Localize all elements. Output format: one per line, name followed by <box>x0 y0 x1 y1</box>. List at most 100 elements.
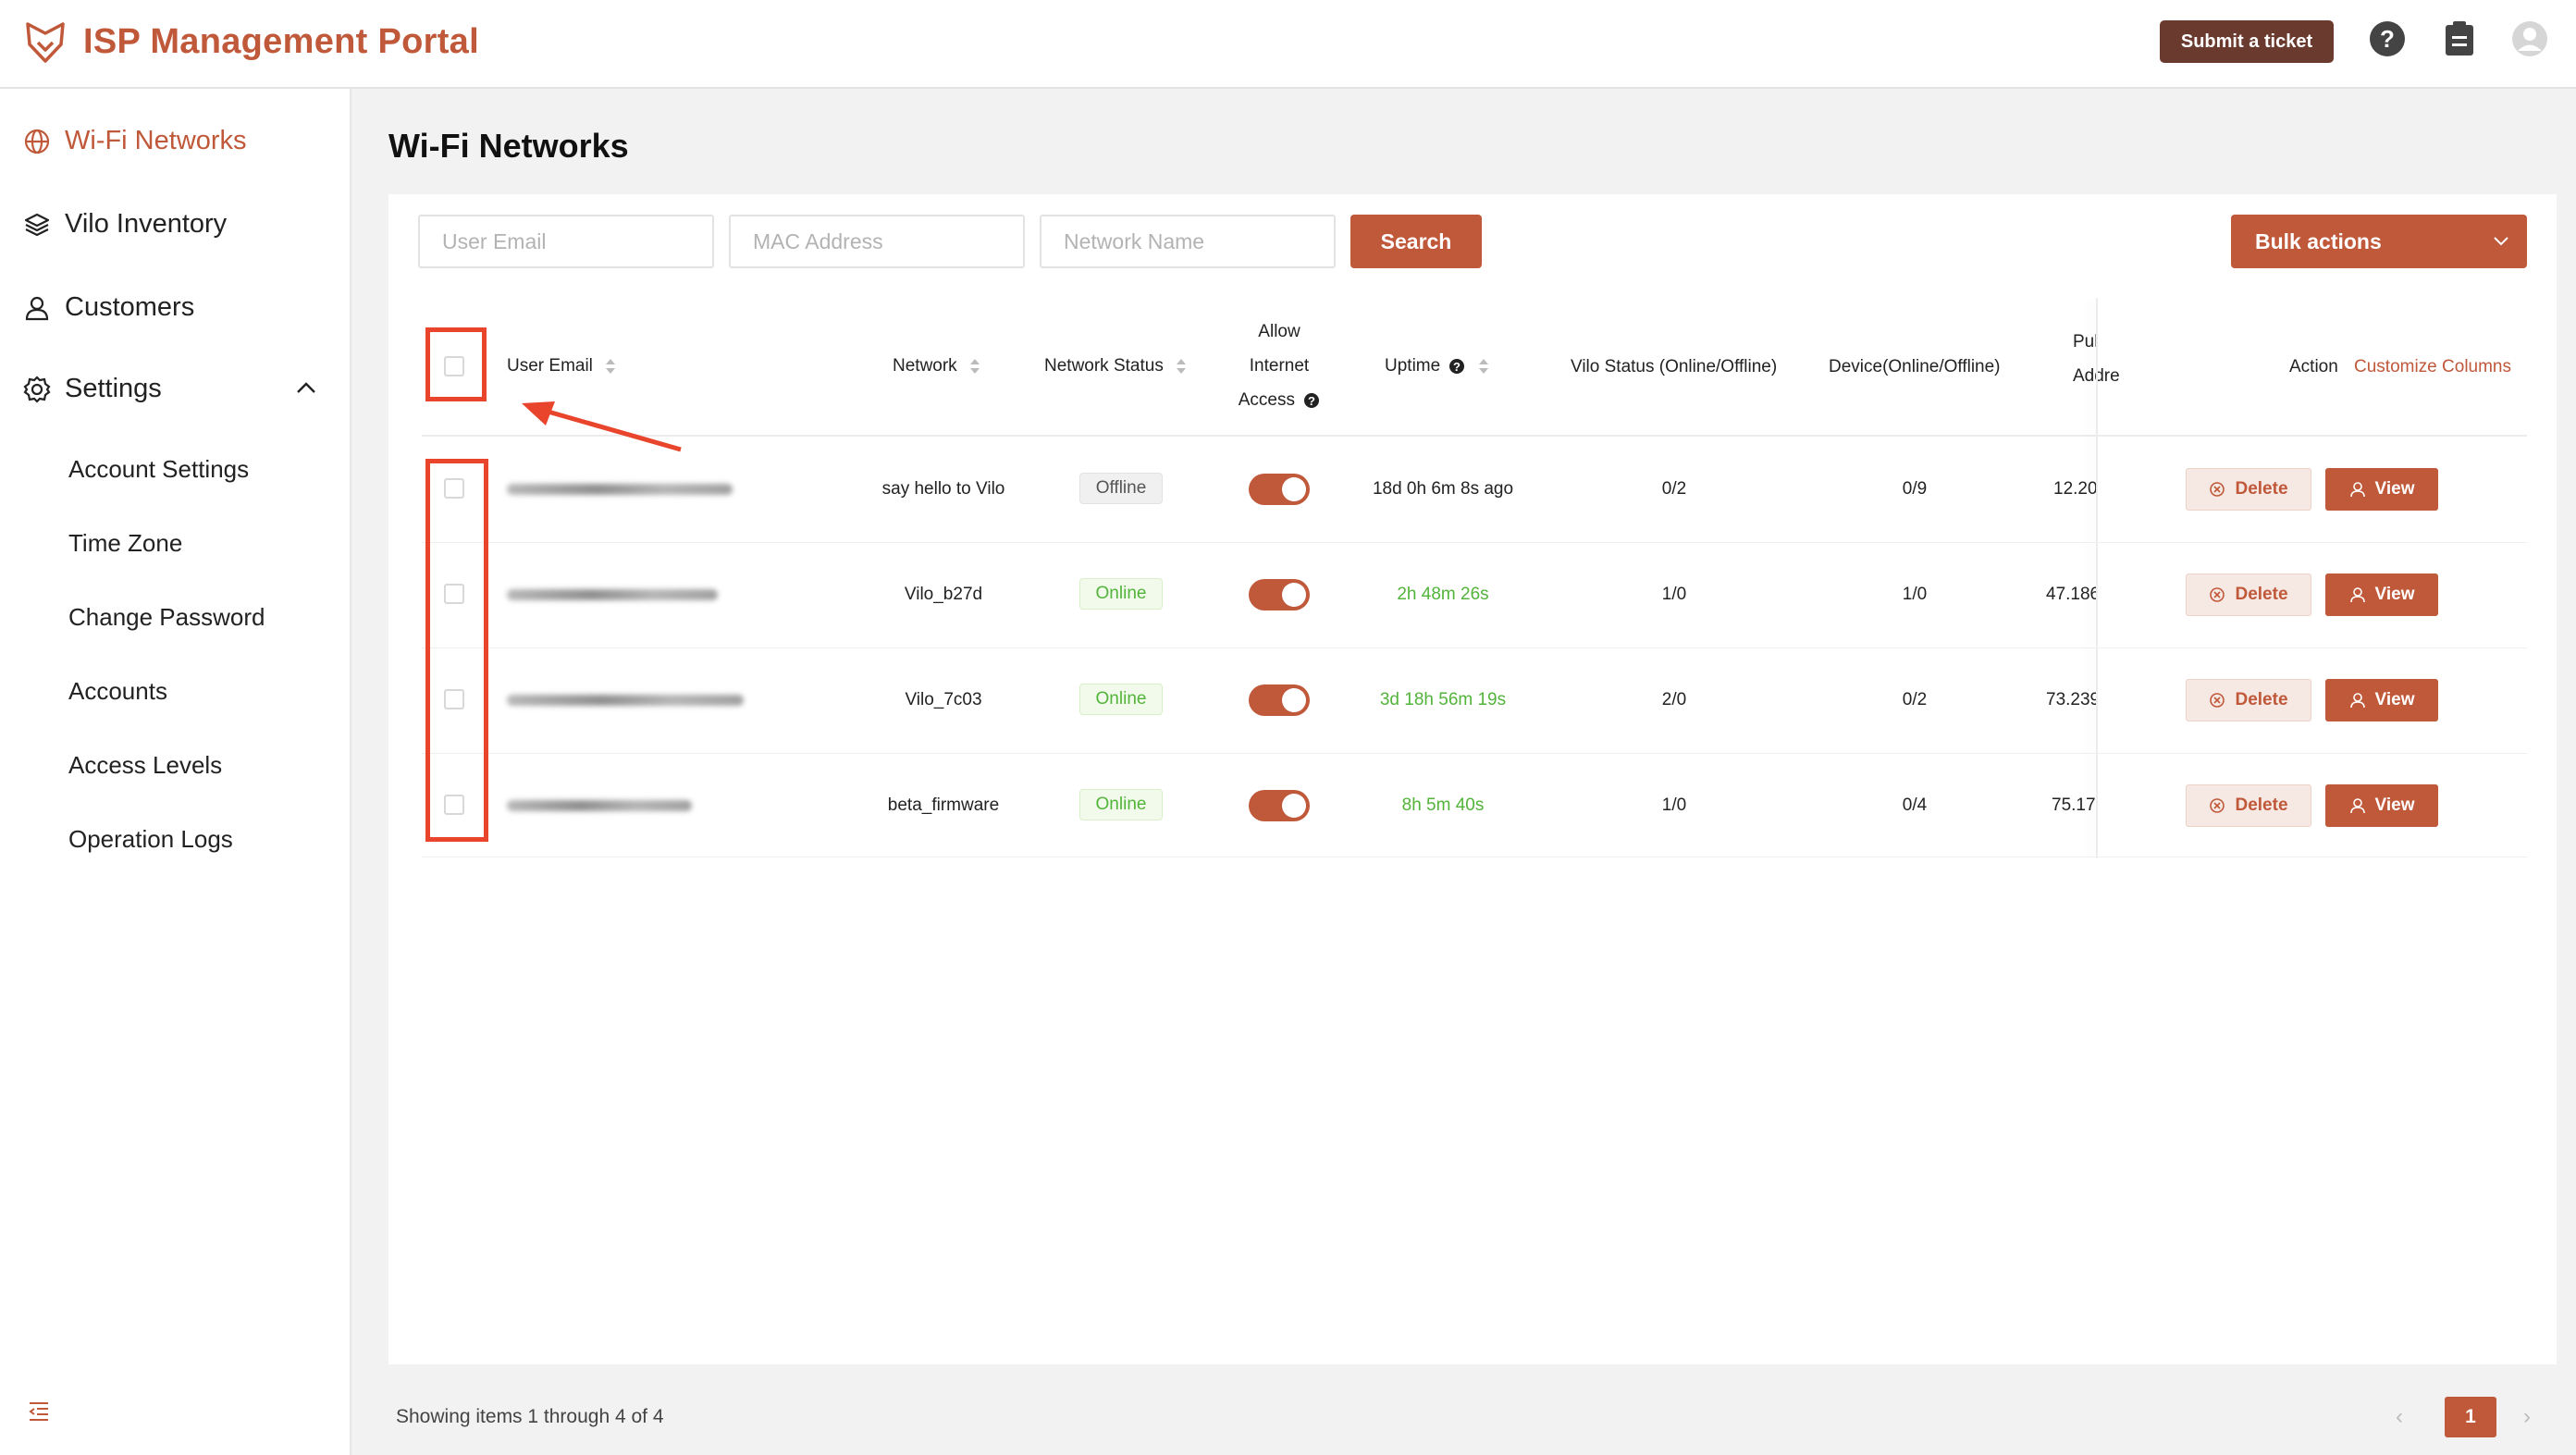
page-button-current[interactable]: 1 <box>2445 1397 2496 1437</box>
user-email-input[interactable] <box>418 215 714 268</box>
delete-circle-icon <box>2210 587 2225 602</box>
vilo-status: 1/0 <box>1661 795 1687 815</box>
allow-access-toggle[interactable] <box>1249 579 1310 610</box>
allow-access-toggle[interactable] <box>1249 474 1310 505</box>
sort-icon[interactable] <box>1176 356 1187 376</box>
toggle-knob <box>1282 477 1306 501</box>
gear-icon <box>22 375 52 404</box>
header-network-status[interactable]: Network Status <box>1044 349 1187 383</box>
network-name-input[interactable] <box>1040 215 1336 268</box>
collapse-menu-icon[interactable] <box>26 1399 52 1424</box>
submit-ticket-button[interactable]: Submit a ticket <box>2160 20 2334 63</box>
annotation-arrow-icon <box>522 401 682 452</box>
user-email-blurred <box>507 484 733 495</box>
view-label: View <box>2374 795 2415 815</box>
sidebar-item-settings[interactable]: Settings <box>22 374 318 404</box>
sort-icon[interactable] <box>969 356 980 376</box>
user-email-blurred <box>507 589 718 600</box>
app-title: ISP Management Portal <box>83 21 479 61</box>
toggle-knob <box>1282 583 1306 607</box>
status-badge: Online <box>1079 789 1163 820</box>
header-divider <box>422 435 2527 437</box>
select-all-checkbox[interactable] <box>444 356 464 376</box>
uptime: 2h 48m 26s <box>1397 585 1489 604</box>
row-checkbox[interactable] <box>444 689 464 709</box>
delete-label: Delete <box>2235 690 2288 709</box>
view-button[interactable]: View <box>2325 784 2438 827</box>
network-name: say hello to Vilo <box>881 479 1005 499</box>
annotation-highlight-row-checkboxes <box>425 459 488 842</box>
delete-button[interactable]: Delete <box>2186 468 2311 511</box>
delete-button[interactable]: Delete <box>2186 679 2311 721</box>
chevron-down-icon <box>2494 237 2508 246</box>
clipboard-icon[interactable] <box>2439 18 2480 59</box>
user-icon <box>2349 587 2365 603</box>
vilo-status: 2/0 <box>1661 690 1687 709</box>
delete-button[interactable]: Delete <box>2186 784 2311 827</box>
allow-access-toggle[interactable] <box>1249 790 1310 821</box>
public-ip: 47.186 <box>2046 585 2096 604</box>
sidebar-item-operation-logs[interactable]: Operation Logs <box>68 825 233 853</box>
sidebar-item-label: Customers <box>65 292 195 322</box>
bulk-actions-label: Bulk actions <box>2255 228 2382 253</box>
svg-text:?: ? <box>1453 360 1461 374</box>
bulk-actions-dropdown[interactable]: Bulk actions <box>2231 215 2527 268</box>
search-button[interactable]: Search <box>1350 215 1482 268</box>
vilo-status: 1/0 <box>1661 585 1687 604</box>
view-button[interactable]: View <box>2325 468 2438 511</box>
user-icon <box>2349 798 2365 814</box>
header-network[interactable]: Network <box>893 349 980 383</box>
device-status: 0/9 <box>1902 479 1928 499</box>
delete-button[interactable]: Delete <box>2186 573 2311 616</box>
vilo-status: 0/2 <box>1661 479 1687 499</box>
sort-icon[interactable] <box>1478 356 1489 376</box>
sort-icon[interactable] <box>605 356 616 376</box>
row-checkbox[interactable] <box>444 795 464 815</box>
prev-page-icon[interactable]: ‹ <box>2396 1404 2403 1429</box>
sidebar-item-wifi-networks[interactable]: Wi-Fi Networks <box>22 126 247 156</box>
delete-circle-icon <box>2210 482 2225 497</box>
pagination-summary: Showing items 1 through 4 of 4 <box>396 1406 664 1427</box>
logo[interactable]: ISP Management Portal <box>22 18 479 65</box>
delete-circle-icon <box>2210 693 2225 708</box>
allow-access-line: Access ? <box>1202 383 1356 417</box>
sidebar-item-customers[interactable]: Customers <box>22 292 194 323</box>
sidebar-item-vilo-inventory[interactable]: Vilo Inventory <box>22 209 227 240</box>
uptime: 18d 0h 6m 8s ago <box>1372 479 1514 499</box>
row-checkbox[interactable] <box>444 478 464 499</box>
network-name: Vilo_7c03 <box>905 690 982 709</box>
public-ip: 75.17: <box>2052 795 2096 815</box>
networks-card <box>388 194 2557 1364</box>
header-user-email[interactable]: User Email <box>507 349 616 383</box>
view-button[interactable]: View <box>2325 679 2438 721</box>
uptime: 8h 5m 40s <box>1401 795 1485 815</box>
view-button[interactable]: View <box>2325 573 2438 616</box>
header-uptime[interactable]: Uptime ? <box>1385 349 1489 383</box>
view-label: View <box>2374 690 2415 709</box>
info-icon[interactable]: ? <box>1303 392 1320 409</box>
info-icon[interactable]: ? <box>1448 358 1465 375</box>
status-badge: Offline <box>1079 473 1163 504</box>
delete-label: Delete <box>2235 795 2288 815</box>
layers-icon <box>22 210 52 240</box>
sidebar-item-time-zone[interactable]: Time Zone <box>68 529 183 557</box>
row-checkbox[interactable] <box>444 584 464 604</box>
chevron-up-icon[interactable] <box>296 381 316 394</box>
next-page-icon[interactable]: › <box>2523 1404 2531 1429</box>
toggle-knob <box>1282 688 1306 712</box>
help-icon[interactable]: ? <box>2367 18 2408 59</box>
row-divider <box>422 542 2527 543</box>
status-badge: Online <box>1079 684 1163 715</box>
sidebar-item-accounts[interactable]: Accounts <box>68 677 167 705</box>
delete-label: Delete <box>2235 585 2288 604</box>
network-name: beta_firmware <box>887 795 1000 815</box>
mac-address-input[interactable] <box>729 215 1025 268</box>
sidebar-item-account-settings[interactable]: Account Settings <box>68 455 250 483</box>
sidebar-item-access-levels[interactable]: Access Levels <box>68 751 223 779</box>
customize-columns-link[interactable]: Customize Columns <box>2354 357 2511 376</box>
user-avatar-icon[interactable] <box>2509 18 2550 59</box>
user-email-blurred <box>507 695 744 706</box>
view-label: View <box>2374 585 2415 604</box>
sidebar-item-change-password[interactable]: Change Password <box>68 603 265 631</box>
allow-access-toggle[interactable] <box>1249 684 1310 716</box>
